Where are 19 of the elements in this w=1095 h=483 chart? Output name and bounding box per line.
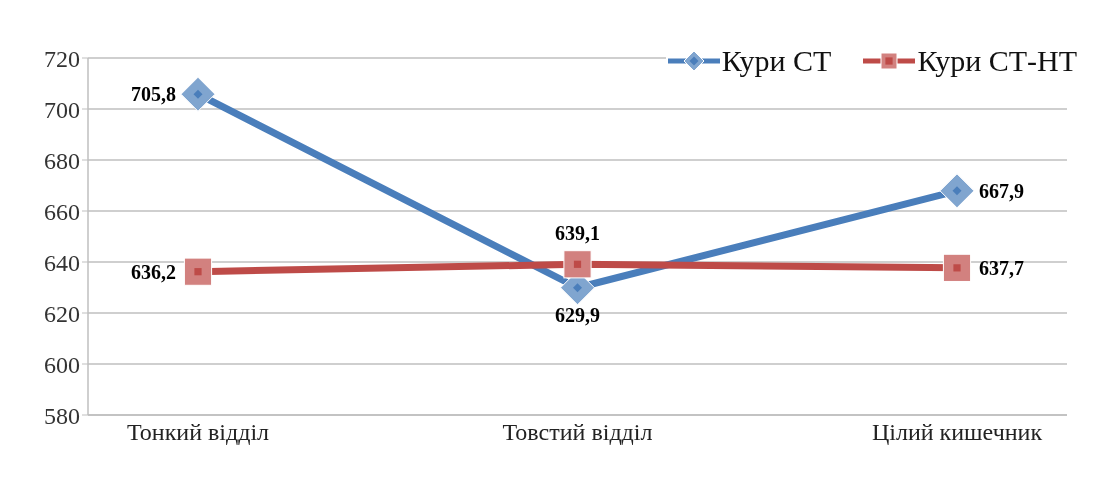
- y-tick-label: 620: [44, 300, 80, 327]
- data-label: 636,2: [131, 260, 176, 283]
- y-tick-label: 600: [44, 351, 80, 378]
- y-tick-label: 580: [44, 402, 80, 429]
- x-tick-label: Тонкий відділ: [126, 419, 270, 446]
- y-tick-label: 680: [44, 147, 80, 174]
- y-tick-label: 660: [44, 198, 80, 225]
- data-label: 637,7: [979, 256, 1024, 279]
- y-tick-label: 700: [44, 96, 80, 123]
- data-label: 629,9: [555, 303, 600, 326]
- legend-label: Кури СТ: [721, 44, 832, 78]
- data-label: 705,8: [131, 83, 176, 106]
- legend-label: Кури СТ-НТ: [917, 44, 1077, 78]
- x-tick-label: Товстий відділ: [502, 419, 653, 446]
- y-tick-label: 640: [44, 249, 80, 276]
- x-tick-label: Цілий кишечник: [871, 419, 1043, 446]
- y-tick-label: 720: [44, 45, 80, 72]
- data-label: 639,1: [555, 222, 600, 245]
- data-label: 667,9: [979, 179, 1024, 202]
